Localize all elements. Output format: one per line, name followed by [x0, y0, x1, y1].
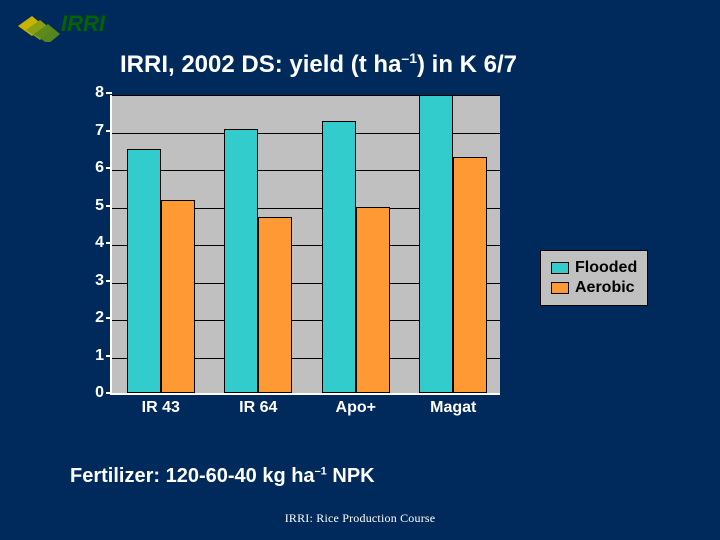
legend-label: Flooded: [575, 259, 637, 277]
x-category-label: IR 43: [142, 399, 180, 417]
subtitle-sup: –1: [315, 465, 327, 477]
bars-layer: [112, 95, 500, 393]
y-tick-label: 2: [95, 310, 104, 326]
y-tick-label: 7: [95, 123, 104, 139]
x-category-label: Apo+: [336, 399, 376, 417]
legend-swatch: [551, 282, 569, 294]
bar-aerobic-1: [258, 217, 292, 393]
y-tick-label: 4: [95, 235, 104, 251]
bar-flooded-1: [224, 129, 258, 393]
y-tickmark: [106, 92, 112, 94]
y-tickmark: [106, 130, 112, 132]
y-tick-label: 3: [95, 273, 104, 289]
y-tick-label: 1: [95, 348, 104, 364]
bar-flooded-0: [127, 149, 161, 393]
legend-item: Aerobic: [551, 279, 637, 297]
x-category-label: IR 64: [239, 399, 277, 417]
bar-aerobic-3: [453, 157, 487, 393]
y-tickmark: [106, 205, 112, 207]
y-tickmark: [106, 355, 112, 357]
y-tickmark: [106, 167, 112, 169]
plot-area: 012345678IR 43IR 64Apo+Magat: [110, 95, 500, 395]
y-tick-label: 6: [95, 160, 104, 176]
legend-swatch: [551, 262, 569, 274]
legend: Flooded Aerobic: [540, 250, 648, 306]
x-category-label: Magat: [430, 399, 476, 417]
bar-aerobic-2: [356, 207, 390, 393]
yield-bar-chart: 012345678IR 43IR 64Apo+Magat: [70, 95, 500, 425]
title-sup: –1: [401, 50, 417, 66]
subtitle-suffix: NPK: [327, 465, 375, 487]
fertilizer-subtitle: Fertilizer: 120-60-40 kg ha–1 NPK: [70, 465, 375, 488]
legend-item: Flooded: [551, 259, 637, 277]
bar-flooded-2: [322, 121, 356, 393]
slide-title: IRRI, 2002 DS: yield (t ha–1) in K 6/7: [120, 50, 680, 79]
y-tickmark: [106, 280, 112, 282]
subtitle-prefix: Fertilizer: 120-60-40 kg ha: [70, 465, 315, 487]
title-prefix: IRRI, 2002 DS: yield (t ha: [120, 51, 401, 78]
logo-text: IRRI: [61, 11, 106, 36]
legend-label: Aerobic: [575, 279, 635, 297]
bar-aerobic-0: [161, 200, 195, 393]
y-tickmark: [106, 392, 112, 394]
irri-logo: IRRI: [18, 8, 128, 42]
footer-text: IRRI: Rice Production Course: [0, 511, 720, 526]
y-tickmark: [106, 242, 112, 244]
y-tick-label: 5: [95, 198, 104, 214]
y-tickmark: [106, 317, 112, 319]
y-tick-label: 0: [95, 385, 104, 401]
y-tick-label: 8: [95, 85, 104, 101]
bar-flooded-3: [419, 95, 453, 393]
title-suffix: ) in K 6/7: [417, 51, 517, 78]
